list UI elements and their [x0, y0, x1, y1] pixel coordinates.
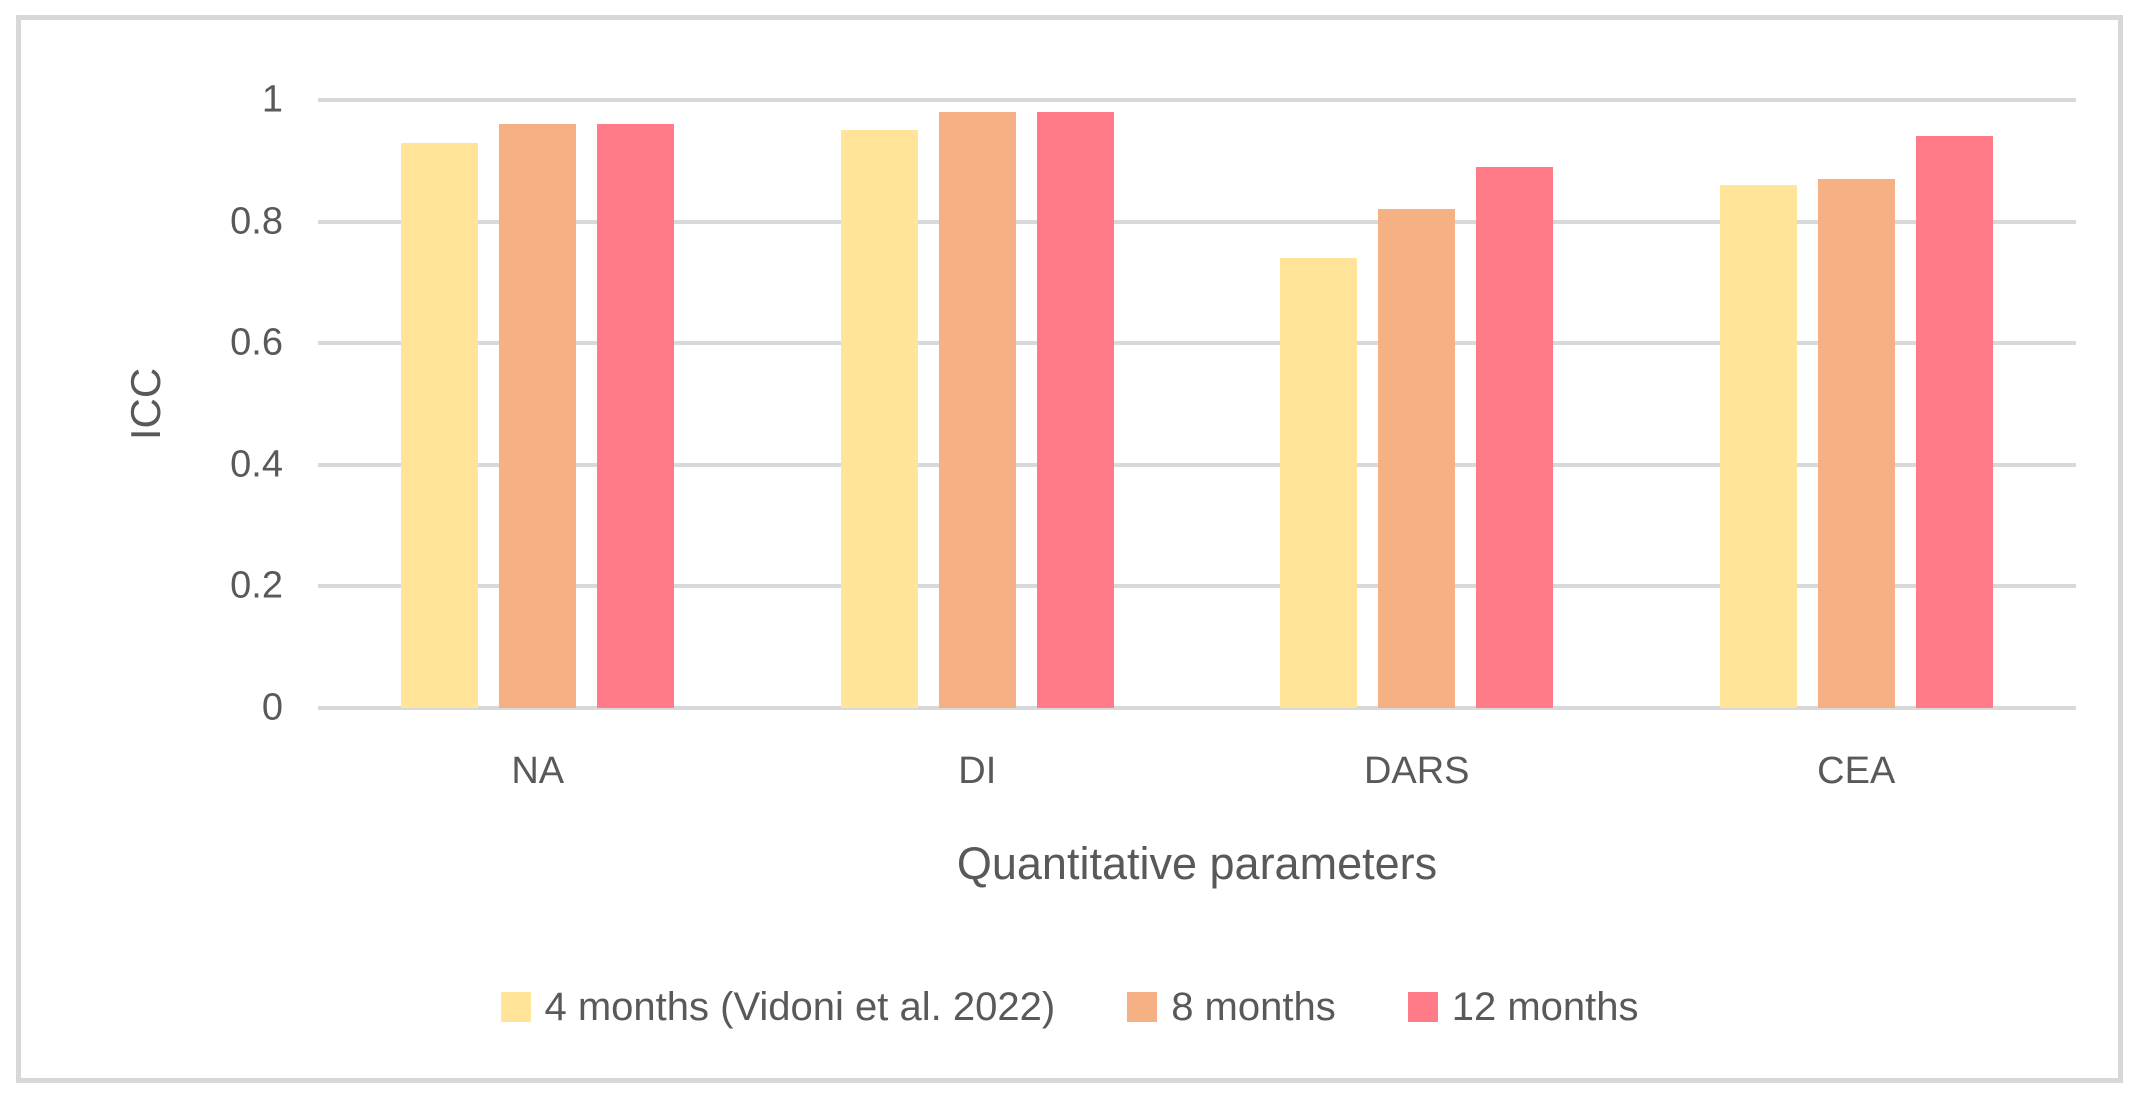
y-tick-label: 0.4: [230, 443, 283, 486]
y-tick-label: 0.6: [230, 321, 283, 364]
legend-item: 12 months: [1407, 984, 1639, 1030]
bar: [938, 112, 1016, 708]
category-label: DARS: [1363, 750, 1470, 792]
bar: [1719, 185, 1797, 708]
category-label: DI: [958, 750, 997, 792]
bar: [401, 142, 479, 708]
legend-label: 4 months (Vidoni et al. 2022): [544, 984, 1056, 1029]
bar: [1280, 258, 1358, 708]
bar-group: [758, 100, 1198, 708]
legend-label: 8 months: [1171, 984, 1336, 1029]
legend-swatch-icon: [500, 992, 531, 1022]
gridline: [318, 219, 2076, 224]
category-label: NA: [511, 750, 565, 792]
category-label: CEA: [1817, 750, 1896, 792]
legend-swatch-icon: [1127, 992, 1158, 1022]
bar: [1915, 136, 1993, 708]
bar: [499, 124, 577, 708]
y-tick-labels: 0 0.2 0.4 0.6 0.8 1: [21, 79, 283, 729]
legend: 4 months (Vidoni et al. 2022) 8 months 12 …: [21, 972, 2118, 1042]
x-category-labels: NA DI DARS CEA: [318, 750, 2076, 793]
gridline: [318, 706, 2076, 710]
y-tick-label: 0: [261, 686, 283, 729]
x-axis-title: Quantitative parameters: [956, 838, 1438, 889]
bar-group: [318, 100, 758, 708]
gridline: [318, 341, 2076, 346]
bar: [1476, 166, 1554, 708]
bar: [1817, 179, 1895, 708]
gridlines: [318, 98, 2076, 710]
bar: [1036, 112, 1114, 708]
legend-item: 8 months: [1127, 985, 1336, 1030]
bar: [597, 124, 675, 708]
chart-frame: ICC 0 0.2 0.4 0.6 0.8 1 NA DI DARS CEA Quantitat…: [16, 15, 2123, 1083]
gridline: [318, 98, 2076, 102]
bar: [1378, 209, 1456, 708]
bar-group: [1197, 100, 1637, 708]
plot-area: [318, 98, 2076, 710]
y-tick-label: 0.2: [230, 564, 283, 607]
bar: [840, 130, 918, 708]
legend-label: 12 months: [1451, 984, 1639, 1029]
bar-groups: [318, 100, 2076, 708]
y-tick-label: 0.8: [230, 200, 283, 243]
legend-swatch-icon: [1407, 992, 1438, 1022]
legend-item: 4 months (Vidoni et al. 2022): [500, 984, 1056, 1030]
gridline: [318, 462, 2076, 467]
y-tick-label: 1: [261, 78, 283, 121]
bar-group: [1637, 100, 2077, 708]
gridline: [318, 584, 2076, 589]
